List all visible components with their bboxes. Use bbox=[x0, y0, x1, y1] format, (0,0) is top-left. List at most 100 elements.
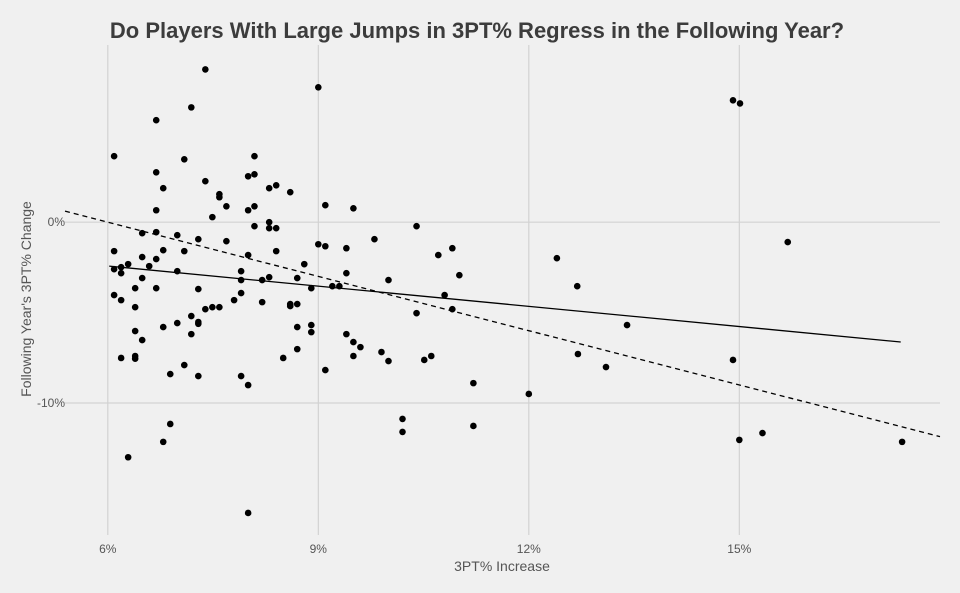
data-point bbox=[307, 284, 315, 292]
x-tick-label: 15% bbox=[727, 542, 751, 556]
data-point bbox=[279, 354, 287, 362]
data-point bbox=[307, 328, 315, 336]
data-point bbox=[736, 436, 743, 444]
data-point bbox=[759, 429, 766, 437]
data-point bbox=[152, 206, 160, 214]
gridlines bbox=[65, 45, 940, 535]
data-point bbox=[244, 172, 252, 180]
x-tick-label: 12% bbox=[517, 542, 541, 556]
data-point bbox=[385, 357, 392, 365]
data-point bbox=[195, 235, 202, 243]
data-point bbox=[117, 269, 125, 277]
data-point bbox=[173, 319, 181, 327]
data-point bbox=[152, 228, 160, 236]
data-point bbox=[574, 350, 582, 358]
data-point bbox=[456, 271, 463, 279]
data-point bbox=[343, 269, 350, 277]
data-point bbox=[188, 330, 195, 338]
data-point bbox=[110, 247, 118, 255]
data-point bbox=[237, 267, 245, 275]
y-axis-ticks: 0% -10% bbox=[37, 215, 65, 410]
data-point bbox=[736, 100, 744, 107]
x-axis-label: 3PT% Increase bbox=[454, 558, 550, 574]
data-point bbox=[307, 321, 315, 329]
data-point bbox=[159, 246, 167, 254]
y-tick-label: 0% bbox=[48, 215, 66, 229]
data-point bbox=[729, 97, 737, 104]
data-point bbox=[350, 338, 357, 346]
data-point bbox=[293, 300, 301, 308]
data-point bbox=[322, 201, 329, 209]
data-point bbox=[195, 372, 202, 380]
data-points bbox=[110, 66, 906, 517]
data-point bbox=[251, 170, 258, 178]
data-point bbox=[265, 273, 273, 281]
data-point bbox=[729, 356, 737, 364]
data-point bbox=[237, 289, 245, 297]
data-point bbox=[293, 323, 301, 331]
data-point bbox=[230, 296, 238, 304]
data-point bbox=[216, 193, 223, 201]
data-point bbox=[138, 229, 146, 237]
data-point bbox=[286, 302, 294, 310]
data-point bbox=[145, 262, 153, 270]
data-point bbox=[258, 298, 266, 306]
data-point bbox=[265, 224, 273, 232]
data-point bbox=[138, 253, 146, 261]
data-point bbox=[180, 361, 188, 369]
data-point bbox=[159, 323, 167, 331]
y-axis-label: Following Year's 3PT% Change bbox=[18, 201, 34, 397]
data-point bbox=[117, 263, 125, 271]
data-point bbox=[173, 231, 181, 239]
data-point bbox=[188, 312, 195, 320]
data-point bbox=[159, 184, 167, 192]
data-point bbox=[195, 285, 202, 293]
data-point bbox=[110, 152, 118, 160]
data-point bbox=[166, 420, 174, 428]
data-point bbox=[244, 206, 252, 214]
data-point bbox=[378, 348, 385, 356]
data-point bbox=[138, 336, 146, 344]
data-point bbox=[623, 321, 631, 329]
data-point bbox=[525, 390, 533, 398]
data-point bbox=[293, 274, 301, 282]
data-point bbox=[110, 291, 118, 299]
data-point bbox=[117, 296, 125, 304]
data-point bbox=[216, 303, 223, 311]
data-point bbox=[315, 84, 322, 91]
data-point bbox=[470, 379, 477, 387]
data-point bbox=[202, 66, 209, 73]
data-point bbox=[357, 343, 364, 351]
data-point bbox=[322, 242, 329, 250]
data-point bbox=[602, 363, 610, 371]
data-point bbox=[322, 366, 329, 374]
data-point bbox=[315, 240, 322, 248]
data-point bbox=[329, 282, 336, 290]
data-point bbox=[399, 428, 406, 436]
data-point bbox=[244, 381, 252, 389]
data-point bbox=[152, 116, 160, 124]
x-tick-label: 6% bbox=[99, 542, 117, 556]
data-point bbox=[441, 291, 448, 299]
data-point bbox=[434, 251, 442, 259]
data-point bbox=[272, 224, 280, 232]
data-point bbox=[449, 244, 456, 252]
data-point bbox=[188, 104, 195, 111]
data-point bbox=[202, 177, 209, 185]
data-point bbox=[784, 238, 792, 246]
data-point bbox=[371, 235, 378, 243]
data-point bbox=[293, 345, 301, 353]
data-point bbox=[251, 202, 258, 210]
data-point bbox=[124, 260, 132, 268]
data-point bbox=[251, 152, 258, 160]
data-point bbox=[110, 265, 118, 273]
data-point bbox=[131, 284, 139, 292]
data-point bbox=[336, 282, 343, 290]
data-point bbox=[124, 453, 132, 461]
data-point bbox=[202, 305, 209, 313]
data-point bbox=[420, 356, 428, 364]
data-point bbox=[286, 188, 294, 196]
data-point bbox=[223, 237, 230, 245]
data-point bbox=[138, 274, 146, 282]
data-point bbox=[237, 372, 245, 380]
